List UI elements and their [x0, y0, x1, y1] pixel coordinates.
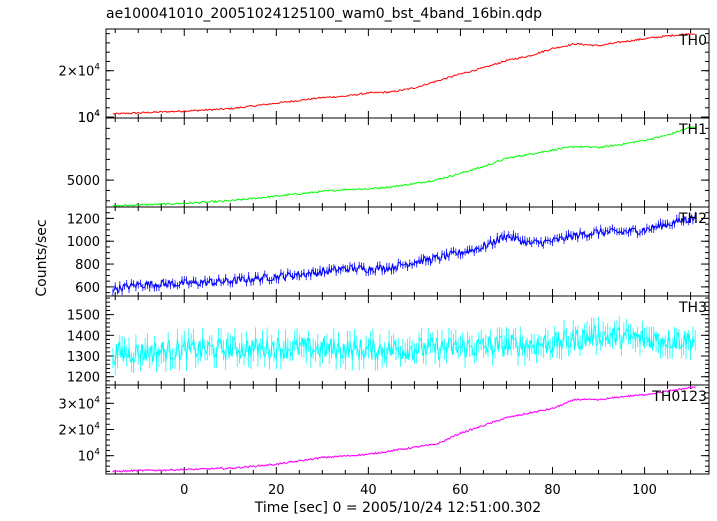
panels-group: 104 2×104 104 TH0 5000 TH1 600 800 1000 1200 TH2 12… — [59, 28, 710, 475]
panel-frame — [105, 117, 710, 208]
y-tick-label: 1400 — [67, 329, 100, 344]
series-th0123 — [112, 386, 696, 473]
x-tick-label: 100 — [632, 483, 657, 498]
panel-label: TH0123 — [651, 389, 707, 405]
panel-label: TH2 — [678, 211, 707, 227]
y-tick-label: 104 — [78, 109, 101, 126]
x-tick-label: 40 — [360, 483, 377, 498]
x-axis: 0 20 40 60 80 100 — [180, 483, 657, 498]
series-th2 — [112, 211, 696, 296]
series-line — [112, 126, 696, 207]
series-th0 — [112, 32, 696, 115]
y-tick-label: 1200 — [67, 371, 100, 386]
x-tick-label: 80 — [544, 483, 561, 498]
y-tick-label: 1500 — [67, 309, 100, 324]
panel-frame — [105, 28, 710, 119]
panel-th2: 600 800 1000 1200 TH2 — [67, 206, 710, 297]
panel-th1: 5000 TH1 — [67, 117, 710, 208]
panel-th0123: 104 2×104 3×104 TH0123 — [59, 384, 710, 475]
panel-label: TH1 — [678, 122, 707, 138]
y-tick-label: 104 — [78, 109, 101, 126]
y-tick-label: 5000 — [67, 174, 100, 189]
series-line — [112, 32, 696, 115]
y-tick-label: 2×104 — [59, 63, 101, 80]
x-tick-label: 0 — [180, 483, 188, 498]
x-tick-label: 60 — [452, 483, 469, 498]
y-tick-label: 3×104 — [59, 395, 101, 412]
panel-th3: 1200 1300 1400 1500 TH3 — [67, 295, 710, 386]
series-line — [112, 386, 696, 473]
y-tick-label: 1200 — [67, 212, 100, 227]
panel-frame — [105, 384, 710, 475]
y-tick-label: 104 — [78, 448, 101, 465]
series-th3 — [112, 316, 696, 376]
y-tick-label: 1300 — [67, 350, 100, 365]
y-tick-label: 800 — [75, 258, 100, 273]
y-axis-label: Counts/sec — [34, 219, 50, 296]
chart-title: ae100041010_20051024125100_wam0_bst_4ban… — [106, 6, 542, 22]
y-tick-label: 600 — [75, 281, 100, 296]
x-axis-label: Time [sec] 0 = 2005/10/24 12:51:00.302 — [254, 500, 541, 516]
x-tick-label: 20 — [268, 483, 285, 498]
y-tick-label: 1000 — [67, 235, 100, 250]
series-line — [112, 324, 696, 366]
panel-label: TH0 — [678, 33, 707, 49]
panel-label: TH3 — [678, 300, 707, 316]
y-tick-label: 2×104 — [59, 422, 101, 439]
series-line — [112, 213, 696, 294]
series-th1 — [112, 126, 696, 207]
